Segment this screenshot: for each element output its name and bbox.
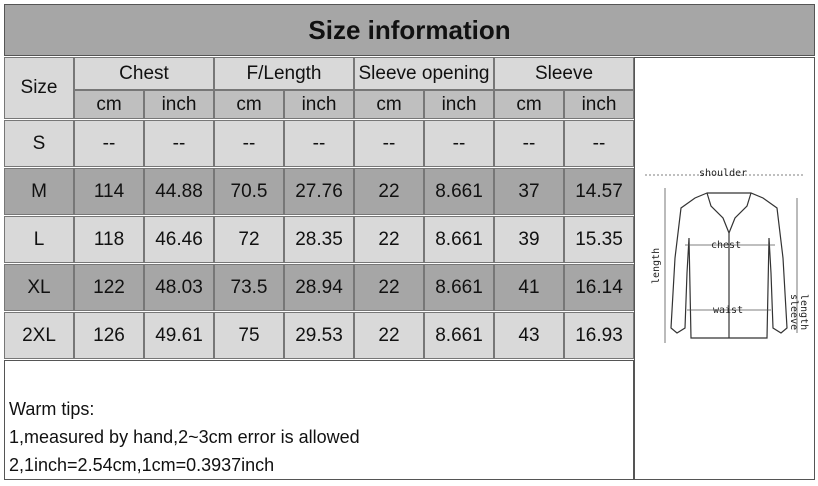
size-header: Size <box>4 57 74 119</box>
label-shoulder: shoulder <box>699 168 747 179</box>
value-cell: 114 <box>74 168 144 215</box>
group-header: Chest <box>74 57 214 90</box>
value-cell: 118 <box>74 216 144 263</box>
label-length: length <box>651 248 662 284</box>
diagram-panel: shoulder chest waist length sleeve lengt… <box>634 57 815 480</box>
value-cell: 22 <box>354 216 424 263</box>
note-line: 1,measured by hand,2~3cm error is allowe… <box>9 427 360 447</box>
unit-header: cm <box>214 90 284 119</box>
value-cell: 15.35 <box>564 216 634 263</box>
size-cell: 2XL <box>4 312 74 359</box>
unit-header: inch <box>564 90 634 119</box>
value-cell: -- <box>214 120 284 167</box>
group-header: Sleeve <box>494 57 634 90</box>
group-header: F/Length <box>214 57 354 90</box>
collar <box>706 192 752 235</box>
value-cell: 39 <box>494 216 564 263</box>
note-line: 2,1inch=2.54cm,1cm=0.3937inch <box>9 455 275 475</box>
value-cell: -- <box>284 120 354 167</box>
value-cell: -- <box>144 120 214 167</box>
group-header: Sleeve opening <box>354 57 494 90</box>
value-cell: 8.661 <box>424 264 494 311</box>
unit-header: inch <box>424 90 494 119</box>
value-cell: 22 <box>354 264 424 311</box>
label-sleeve-length: length <box>798 294 809 330</box>
label-waist: waist <box>713 305 743 316</box>
value-cell: 41 <box>494 264 564 311</box>
value-cell: 16.14 <box>564 264 634 311</box>
unit-header: inch <box>144 90 214 119</box>
value-cell: 43 <box>494 312 564 359</box>
notes-title: Warm tips: <box>9 399 95 419</box>
shirt-outline <box>670 192 788 339</box>
value-cell: -- <box>424 120 494 167</box>
unit-header: inch <box>284 90 354 119</box>
value-cell: 126 <box>74 312 144 359</box>
unit-header: cm <box>494 90 564 119</box>
value-cell: 48.03 <box>144 264 214 311</box>
value-cell: 28.35 <box>284 216 354 263</box>
value-cell: 22 <box>354 312 424 359</box>
label-sleeve: sleeve <box>788 294 799 330</box>
value-cell: 70.5 <box>214 168 284 215</box>
value-cell: 37 <box>494 168 564 215</box>
value-cell: 46.46 <box>144 216 214 263</box>
value-cell: 28.94 <box>284 264 354 311</box>
value-cell: 49.61 <box>144 312 214 359</box>
value-cell: -- <box>494 120 564 167</box>
shirt-diagram: shoulder chest waist length sleeve lengt… <box>645 168 809 343</box>
value-cell: -- <box>354 120 424 167</box>
notes: Warm tips: 1,measured by hand,2~3cm erro… <box>4 360 634 480</box>
value-cell: 8.661 <box>424 168 494 215</box>
value-cell: 29.53 <box>284 312 354 359</box>
size-cell: L <box>4 216 74 263</box>
size-cell: S <box>4 120 74 167</box>
value-cell: 44.88 <box>144 168 214 215</box>
unit-header: cm <box>74 90 144 119</box>
value-cell: 8.661 <box>424 216 494 263</box>
size-cell: M <box>4 168 74 215</box>
value-cell: 72 <box>214 216 284 263</box>
value-cell: 122 <box>74 264 144 311</box>
value-cell: 14.57 <box>564 168 634 215</box>
value-cell: 27.76 <box>284 168 354 215</box>
label-chest: chest <box>711 240 741 251</box>
value-cell: -- <box>564 120 634 167</box>
title: Size information <box>4 4 815 56</box>
value-cell: -- <box>74 120 144 167</box>
value-cell: 73.5 <box>214 264 284 311</box>
value-cell: 75 <box>214 312 284 359</box>
size-cell: XL <box>4 264 74 311</box>
unit-header: cm <box>354 90 424 119</box>
value-cell: 8.661 <box>424 312 494 359</box>
value-cell: 22 <box>354 168 424 215</box>
value-cell: 16.93 <box>564 312 634 359</box>
